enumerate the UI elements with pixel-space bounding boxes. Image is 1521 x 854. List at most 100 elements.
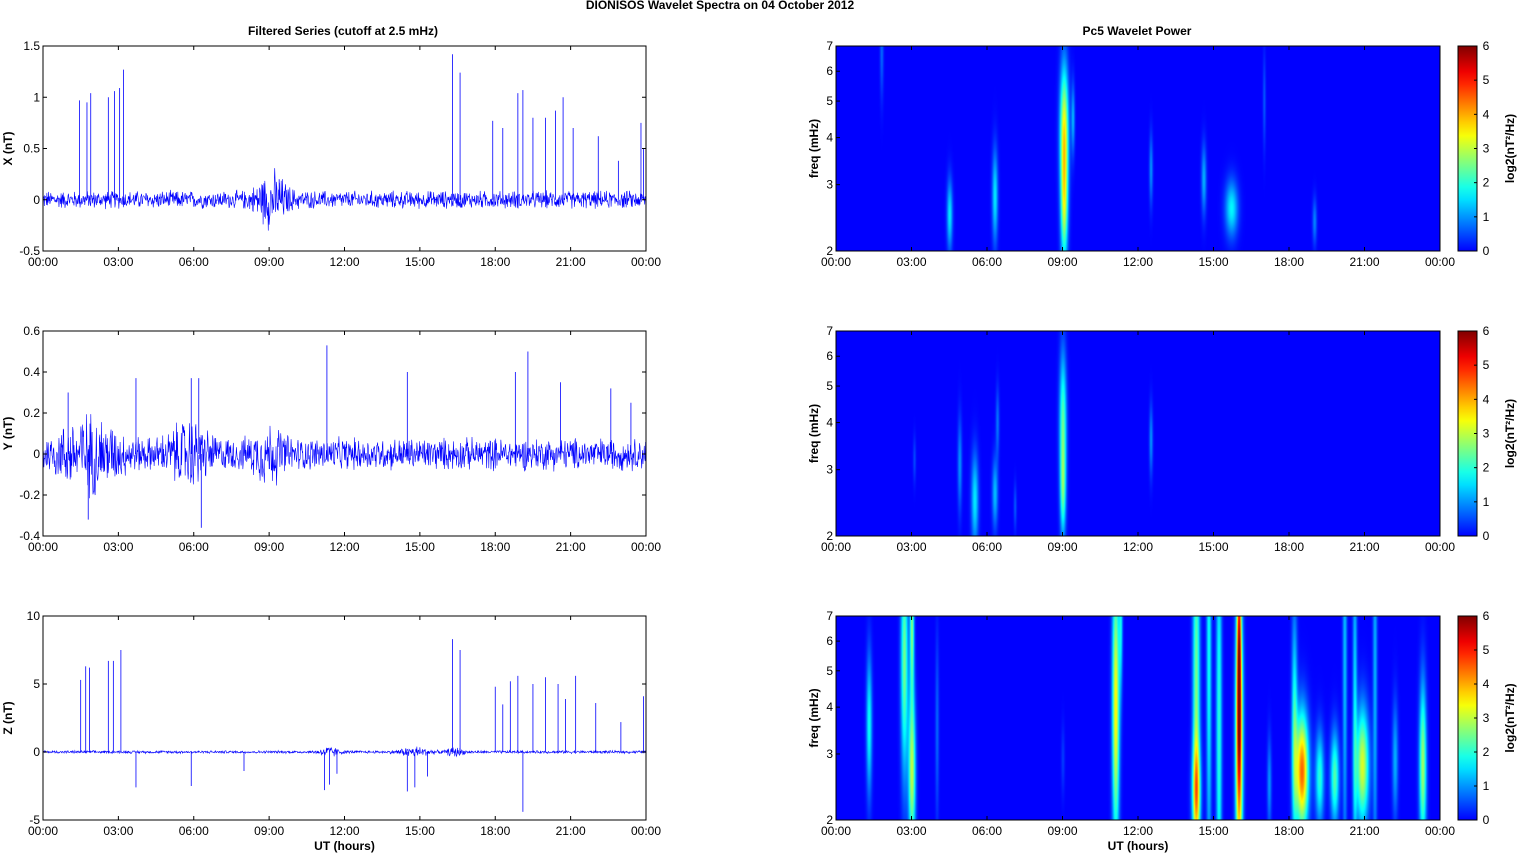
y-tick-label: 0.5: [23, 142, 40, 156]
colorbar-tick-label: 6: [1483, 39, 1490, 53]
right-column-title: Pc5 Wavelet Power: [1083, 24, 1192, 38]
colorbar-tick-label: 6: [1483, 609, 1490, 623]
x-tick-label: 09:00: [254, 824, 284, 838]
colorbar-tick-label: 5: [1483, 643, 1490, 657]
x-tick-label: 15:00: [1198, 540, 1228, 554]
y-tick-label: 3: [826, 178, 833, 192]
y-tick-label: 6: [826, 349, 833, 363]
x-tick-label: 12:00: [329, 255, 359, 269]
x-tick-label: 18:00: [1274, 540, 1304, 554]
x-tick-label: 21:00: [1349, 824, 1379, 838]
colorbar-tick-label: 4: [1483, 392, 1490, 406]
x-wavelet-panel: 2 3 4 5 6 7 00:00 03:00 06:00 09:00 12:00 15:00 18:0…: [807, 39, 1517, 269]
series-trace: [43, 414, 646, 499]
colorbar-tick-label: 2: [1483, 176, 1490, 190]
y-axis-label: freq (mHz): [807, 119, 821, 178]
series-trace: [43, 168, 646, 231]
y-tick-label: -0.5: [19, 244, 40, 258]
x-tick-label: 09:00: [254, 540, 284, 554]
y-tick-label: -5: [29, 813, 40, 827]
z-series-panel: -5 0 5 10 00:00 03:00 06:00 09:00 12:00 15:00 18:0…: [1, 609, 661, 853]
x-tick-label: 09:00: [1047, 824, 1077, 838]
colorbar-tick-label: 1: [1483, 210, 1490, 224]
x-tick-label: 06:00: [179, 255, 209, 269]
colorbar-tick-label: 0: [1483, 529, 1490, 543]
colorbar-tick-label: 0: [1483, 244, 1490, 258]
x-series-panel: -0.5 0 0.5 1 1.5 00:00 03:00 06:00 09:00 12:00 15:…: [1, 39, 661, 269]
x-tick-label: 00:00: [631, 824, 661, 838]
y-tick-label: 7: [826, 324, 833, 338]
figure-title: DIONISOS Wavelet Spectra on 04 October 2…: [586, 0, 855, 12]
y-axis-label: freq (mHz): [807, 404, 821, 463]
y-tick-label: 4: [826, 416, 833, 430]
y-tick-label: 1: [33, 90, 40, 104]
plot-frame: [42, 615, 647, 821]
x-tick-label: 09:00: [1047, 540, 1077, 554]
y-tick-label: 0: [33, 745, 40, 759]
x-tick-label: 00:00: [821, 540, 851, 554]
y-tick-label: 0.4: [23, 365, 40, 379]
x-tick-label: 18:00: [1274, 824, 1304, 838]
colorbar-tick-label: 0: [1483, 813, 1490, 827]
y-tick-label: 3: [826, 463, 833, 477]
x-tick-label: 21:00: [556, 255, 586, 269]
x-axis-label: UT (hours): [1108, 839, 1169, 853]
x-tick-label: 12:00: [1123, 255, 1153, 269]
x-tick-label: 03:00: [103, 540, 133, 554]
x-tick-label: 09:00: [254, 255, 284, 269]
x-tick-label: 00:00: [1425, 824, 1455, 838]
y-axis-label: Y (nT): [1, 417, 15, 451]
x-tick-label: 06:00: [972, 824, 1002, 838]
x-tick-label: 21:00: [556, 540, 586, 554]
x-tick-label: 15:00: [405, 255, 435, 269]
x-tick-label: 15:00: [405, 540, 435, 554]
x-tick-label: 06:00: [972, 540, 1002, 554]
colorbar-tick-label: 4: [1483, 107, 1490, 121]
x-tick-label: 18:00: [480, 540, 510, 554]
y-axis-label: Z (nT): [1, 701, 15, 734]
y-tick-label: 0.6: [23, 324, 40, 338]
x-tick-label: 12:00: [329, 824, 359, 838]
x-tick-label: 21:00: [1349, 255, 1379, 269]
x-tick-label: 21:00: [1349, 540, 1379, 554]
y-tick-label: 0: [33, 447, 40, 461]
colorbar-label: log2(nT²/Hz): [1503, 114, 1517, 183]
x-tick-label: 15:00: [405, 824, 435, 838]
colorbar-tick-label: 4: [1483, 677, 1490, 691]
x-tick-label: 06:00: [179, 824, 209, 838]
x-tick-label: 00:00: [631, 255, 661, 269]
left-column-title: Filtered Series (cutoff at 2.5 mHz): [248, 24, 438, 38]
y-tick-label: 5: [33, 677, 40, 691]
colorbar-tick-label: 3: [1483, 427, 1490, 441]
colorbar-tick-label: 5: [1483, 73, 1490, 87]
x-tick-label: 18:00: [1274, 255, 1304, 269]
y-tick-label: 7: [826, 39, 833, 53]
x-axis-label: UT (hours): [314, 839, 375, 853]
x-tick-label: 21:00: [556, 824, 586, 838]
x-tick-label: 03:00: [896, 540, 926, 554]
colorbar-tick-label: 1: [1483, 779, 1490, 793]
y-tick-label: 6: [826, 634, 833, 648]
colorbar-tick-label: 3: [1483, 711, 1490, 725]
plot-frame: [42, 330, 647, 537]
y-tick-label: 6: [826, 64, 833, 78]
colorbar-tick-label: 5: [1483, 358, 1490, 372]
colorbar-label: log2(nT²/Hz): [1503, 399, 1517, 468]
x-tick-label: 00:00: [1425, 540, 1455, 554]
y-axis-label: X (nT): [1, 132, 15, 166]
y-tick-label: 2: [826, 813, 833, 827]
x-tick-label: 12:00: [1123, 824, 1153, 838]
y-wavelet-panel: 2 3 4 5 6 7 00:00 03:00 06:00 09:00 12:00 15:00 18:0…: [807, 324, 1517, 554]
y-series-panel: -0.4 -0.2 0 0.2 0.4 0.6 00:00 03:00 06:00 09:00 12…: [1, 324, 661, 554]
x-tick-label: 12:00: [1123, 540, 1153, 554]
y-tick-label: 0.2: [23, 406, 40, 420]
z-wavelet-panel: 2 3 4 5 6 7 00:00 03:00 06:00 09:00 12:00 15:00 18:0…: [807, 609, 1517, 853]
x-tick-label: 18:00: [480, 824, 510, 838]
wavelet-power-map: [836, 616, 1440, 820]
x-tick-label: 12:00: [329, 540, 359, 554]
x-tick-label: 03:00: [103, 824, 133, 838]
y-tick-label: 1.5: [23, 39, 40, 53]
series-trace: [43, 746, 646, 758]
wavelet-power-map: [836, 331, 1440, 536]
x-tick-label: 15:00: [1198, 824, 1228, 838]
